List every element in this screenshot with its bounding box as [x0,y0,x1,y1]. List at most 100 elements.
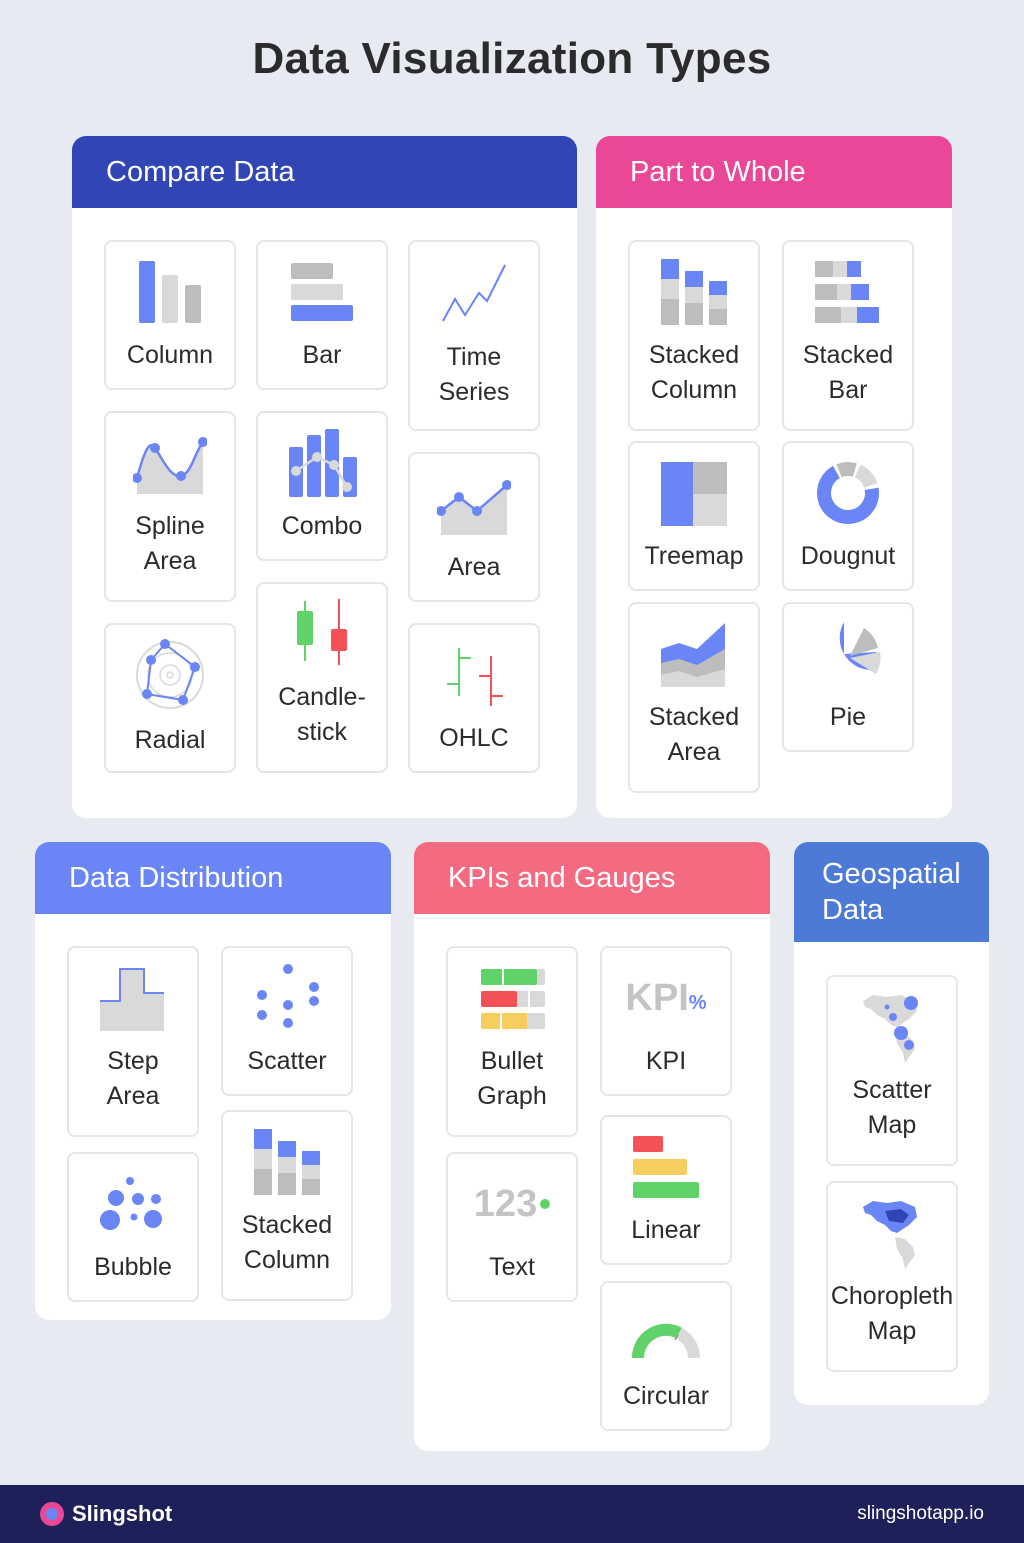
chart-type-label: Scatter Map [852,1076,932,1139]
footer-url[interactable]: slingshotapp.io [857,1503,984,1524]
kpi-icon: KPI% [602,962,730,1034]
chart-type-label: Candle- stick [278,683,366,746]
chart-type-radial[interactable]: Radial [104,623,236,773]
chart-type-scatter[interactable]: Scatter [221,946,353,1096]
chart-type-label: Scatter [247,1047,327,1075]
column-chart-icon [106,256,234,328]
chart-type-label: Column [126,341,214,369]
candlestick-icon [258,598,386,670]
step-area-icon [69,962,197,1034]
footer: Slingshot slingshotapp.io [0,1485,1024,1543]
chart-type-combo[interactable]: Combo [256,411,388,561]
text-value-glyph: 123 [473,1182,538,1225]
kpi-percent-glyph: % [688,991,707,1014]
chart-type-label: Stacked Bar [802,341,894,404]
text-value-icon: 123 [448,1168,576,1240]
kpis-and-gauges-header: KPIs and Gauges [414,842,770,914]
bullet-graph-icon [448,962,576,1034]
chart-type-label: Combo [281,512,363,540]
status-dot [540,1199,551,1209]
stacked-column-icon [223,1126,351,1198]
data-distribution-title: Data Distribution [69,862,284,894]
chart-type-label: Stacked Column [241,1211,333,1274]
chart-type-label: Text [489,1253,535,1281]
spline-area-icon [106,427,234,499]
kpis-and-gauges-panel: KPIs and Gauges Bullet Graph KPI% KPI 12… [414,842,770,1451]
linear-gauge-icon [602,1131,730,1203]
scatter-map-icon [828,991,956,1063]
part-to-whole-title: Part to Whole [630,156,806,188]
chart-type-label: OHLC [439,724,509,752]
part-to-whole-panel: Part to Whole Stacked Column Stacked Bar… [596,136,952,818]
choropleth-map-icon [828,1197,956,1269]
compare-data-title: Compare Data [106,156,295,188]
brand[interactable]: Slingshot [40,1485,172,1543]
chart-type-label: Dougnut [800,542,896,570]
stacked-area-icon [630,618,758,690]
chart-type-label: Area [447,553,501,581]
chart-type-label: Circular [622,1382,710,1410]
chart-type-label: Choropleth Map [830,1282,954,1345]
chart-type-column[interactable]: Column [104,240,236,390]
page-title: Data Visualization Types [252,34,772,83]
chart-type-candlestick[interactable]: Candle- stick [256,582,388,773]
chart-type-step-area[interactable]: Step Area [67,946,199,1137]
geospatial-data-panel: Geospatial Data Scatter Map Choropleth M… [794,842,989,1405]
chart-type-stacked-column[interactable]: Stacked Column [221,1110,353,1301]
combo-chart-icon [258,427,386,499]
chart-type-label: Time Series [438,343,510,406]
chart-type-label: Spline Area [135,512,205,575]
brand-name: Slingshot [72,1501,173,1526]
chart-type-label: KPI [645,1047,687,1075]
chart-type-doughnut[interactable]: Dougnut [782,441,914,591]
kpis-and-gauges-title: KPIs and Gauges [448,862,676,894]
chart-type-circular[interactable]: Circular [600,1281,732,1431]
area-chart-icon [410,468,538,540]
kpi-glyph: KPI [625,976,689,1019]
chart-type-stacked-column[interactable]: Stacked Column [628,240,760,431]
ohlc-icon [410,639,538,711]
doughnut-icon [784,457,912,529]
compare-data-header: Compare Data [72,136,577,208]
circular-gauge-icon [602,1297,730,1369]
chart-type-text[interactable]: 123 Text [446,1152,578,1302]
chart-type-treemap[interactable]: Treemap [628,441,760,591]
chart-type-scatter-map[interactable]: Scatter Map [826,975,958,1166]
chart-type-pie[interactable]: Pie [782,602,914,752]
geospatial-data-header: Geospatial Data [794,842,989,942]
treemap-icon [630,457,758,529]
chart-type-ohlc[interactable]: OHLC [408,623,540,773]
pie-icon [784,618,912,690]
stacked-column-icon [630,256,758,328]
chart-type-bubble[interactable]: Bubble [67,1152,199,1302]
radial-chart-icon [106,639,234,711]
chart-type-kpi[interactable]: KPI% KPI [600,946,732,1096]
geospatial-data-title: Geospatial Data [822,858,961,926]
bubble-icon [69,1168,197,1240]
chart-type-stacked-bar[interactable]: Stacked Bar [782,240,914,431]
chart-type-label: Bullet Graph [477,1047,547,1110]
chart-type-label: Bubble [94,1253,172,1281]
chart-type-label: Pie [829,703,867,731]
chart-type-bullet-graph[interactable]: Bullet Graph [446,946,578,1137]
chart-type-spline-area[interactable]: Spline Area [104,411,236,602]
chart-type-choropleth-map[interactable]: Choropleth Map [826,1181,958,1372]
stacked-bar-icon [784,256,912,328]
chart-type-label: Stacked Column [648,341,740,404]
data-distribution-panel: Data Distribution Step Area Scatter Bubb… [35,842,391,1320]
data-distribution-header: Data Distribution [35,842,391,914]
part-to-whole-header: Part to Whole [596,136,952,208]
chart-type-linear[interactable]: Linear [600,1115,732,1265]
bar-chart-icon [258,256,386,328]
chart-type-label: Bar [302,341,342,369]
chart-type-stacked-area[interactable]: Stacked Area [628,602,760,793]
chart-type-label: Linear [631,1216,701,1244]
chart-type-label: Treemap [644,542,744,570]
time-series-icon [410,256,538,328]
chart-type-label: Stacked Area [648,703,740,766]
scatter-icon [223,962,351,1034]
chart-type-bar[interactable]: Bar [256,240,388,390]
chart-type-time-series[interactable]: Time Series [408,240,540,431]
compare-data-panel: Compare Data Column Bar Time Series Spli… [72,136,577,818]
chart-type-area[interactable]: Area [408,452,540,602]
